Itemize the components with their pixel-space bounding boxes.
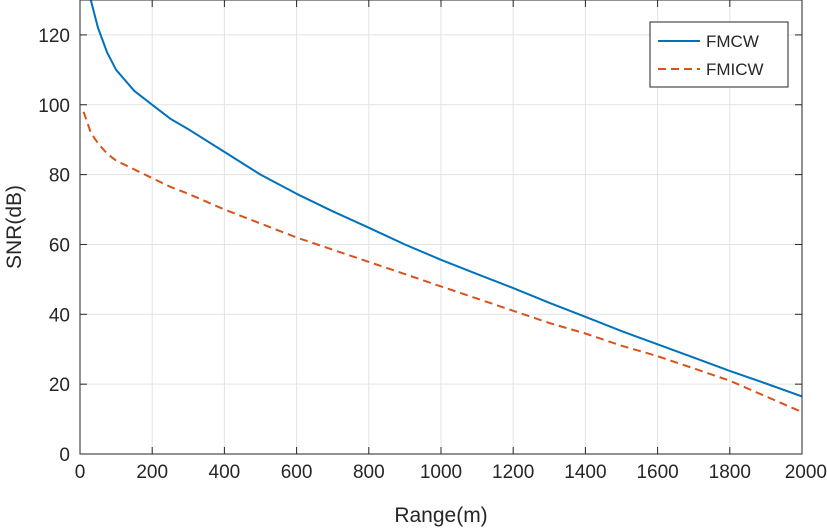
y-tick-label: 80 xyxy=(49,166,70,187)
x-tick-label: 800 xyxy=(353,462,385,483)
series-line-fmcw xyxy=(89,0,802,398)
legend: FMCW FMICW xyxy=(649,21,789,88)
x-tick-label: 2000 xyxy=(785,462,827,483)
x-tick-label: 600 xyxy=(281,462,313,483)
x-tick-label: 1400 xyxy=(564,462,606,483)
x-tick-label: 1200 xyxy=(492,462,534,483)
x-tick-label: 1800 xyxy=(709,462,751,483)
x-tick-label: 1000 xyxy=(420,462,462,483)
y-tick-label: 0 xyxy=(59,445,70,466)
y-tick-label: 40 xyxy=(49,305,70,326)
x-tick-label: 0 xyxy=(75,462,86,483)
y-tick-label: 60 xyxy=(49,235,70,256)
legend-box xyxy=(649,21,789,88)
x-axis-title: Range(m) xyxy=(394,504,487,527)
tick-labels: 0 200 400 600 800 1000 1200 1400 1600 1800 2000 0 20… xyxy=(38,26,827,483)
axes xyxy=(79,0,803,455)
series-line-fmicw xyxy=(82,111,802,414)
legend-label-fmicw: FMICW xyxy=(706,60,764,79)
y-tick-label: 120 xyxy=(38,26,70,47)
series-lines xyxy=(82,0,802,414)
x-tick-label: 200 xyxy=(136,462,168,483)
legend-label-fmcw: FMCW xyxy=(706,32,759,51)
x-tick-label: 400 xyxy=(209,462,241,483)
x-tick-label: 1600 xyxy=(636,462,678,483)
y-tick-label: 100 xyxy=(38,96,70,117)
y-tick-label: 20 xyxy=(49,375,70,396)
y-axis-title: SNR(dB) xyxy=(3,185,26,269)
